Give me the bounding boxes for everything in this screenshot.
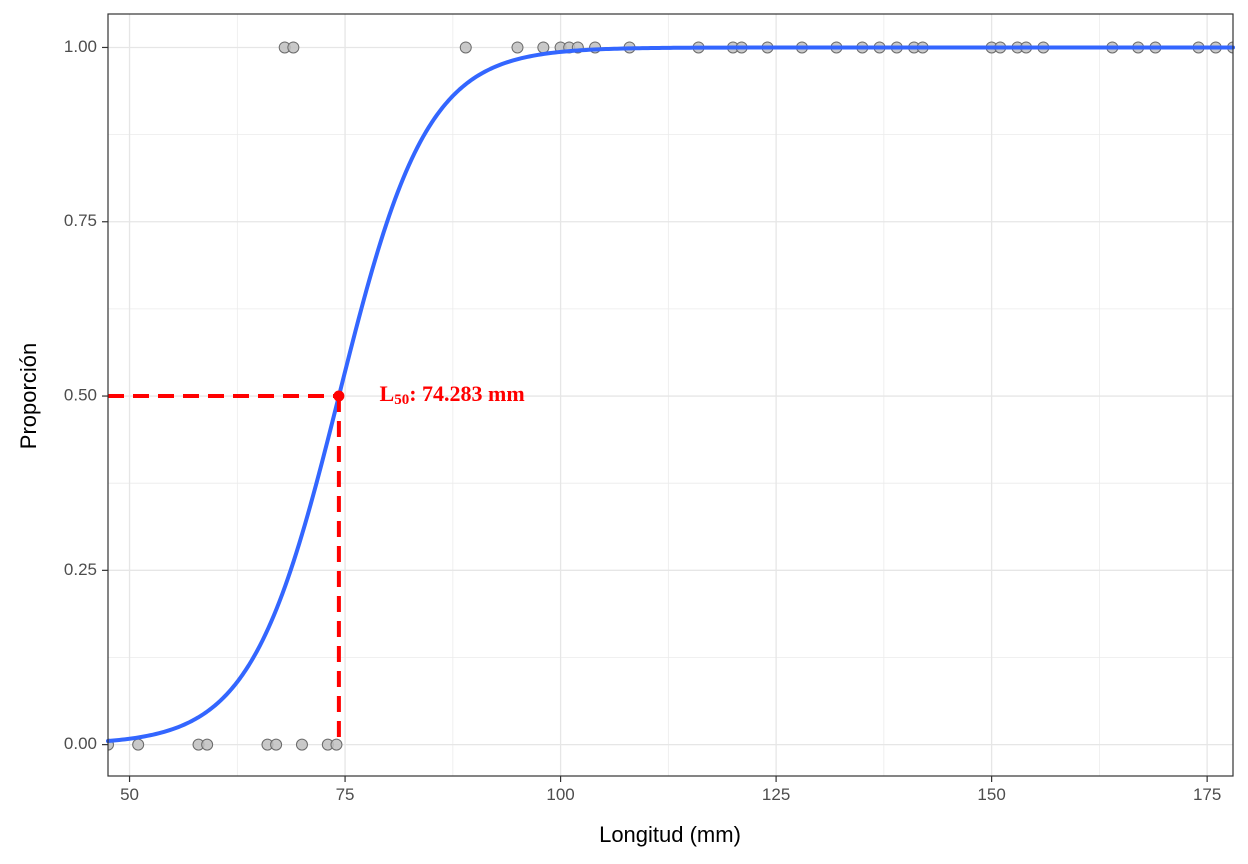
data-point [537, 41, 550, 54]
minor-gridlines [108, 14, 1233, 776]
y-tick-label: 1.00 [64, 37, 97, 56]
data-point [201, 738, 214, 751]
y-axis-title: Proporción [16, 343, 41, 449]
data-point [511, 41, 524, 54]
y-tick-label: 0.00 [64, 734, 97, 753]
x-tick-label: 175 [1193, 785, 1221, 804]
x-tick-label: 75 [336, 785, 355, 804]
data-point [270, 738, 283, 751]
data-point [132, 738, 145, 751]
data-point [287, 41, 300, 54]
x-axis: 50 75 100 125 150 175 [120, 776, 1221, 804]
logistic-fit-curve [106, 45, 1235, 744]
x-tick-label: 125 [762, 785, 790, 804]
l50-reference-lines [108, 390, 345, 745]
y-tick-label: 0.50 [64, 386, 97, 405]
data-point [295, 738, 308, 751]
data-point [459, 41, 472, 54]
y-axis: 0.00 0.25 0.50 0.75 1.00 [64, 37, 108, 753]
l50-point [333, 390, 345, 402]
l50-annotation-value: : 74.283 mm [409, 381, 524, 406]
x-tick-label: 50 [120, 785, 139, 804]
l50-annotation-subscript: 50 [394, 392, 409, 408]
l50-annotation-main: L [380, 381, 395, 406]
panel-border [107, 13, 1234, 777]
data-point [330, 738, 343, 751]
major-gridlines [108, 14, 1233, 776]
y-tick-label: 0.75 [64, 211, 97, 230]
l50-annotation: L50: 74.283 mm [380, 381, 525, 408]
x-axis-title: Longitud (mm) [599, 822, 741, 847]
x-tick-label: 100 [546, 785, 574, 804]
y-tick-label: 0.25 [64, 560, 97, 579]
x-tick-label: 150 [977, 785, 1005, 804]
